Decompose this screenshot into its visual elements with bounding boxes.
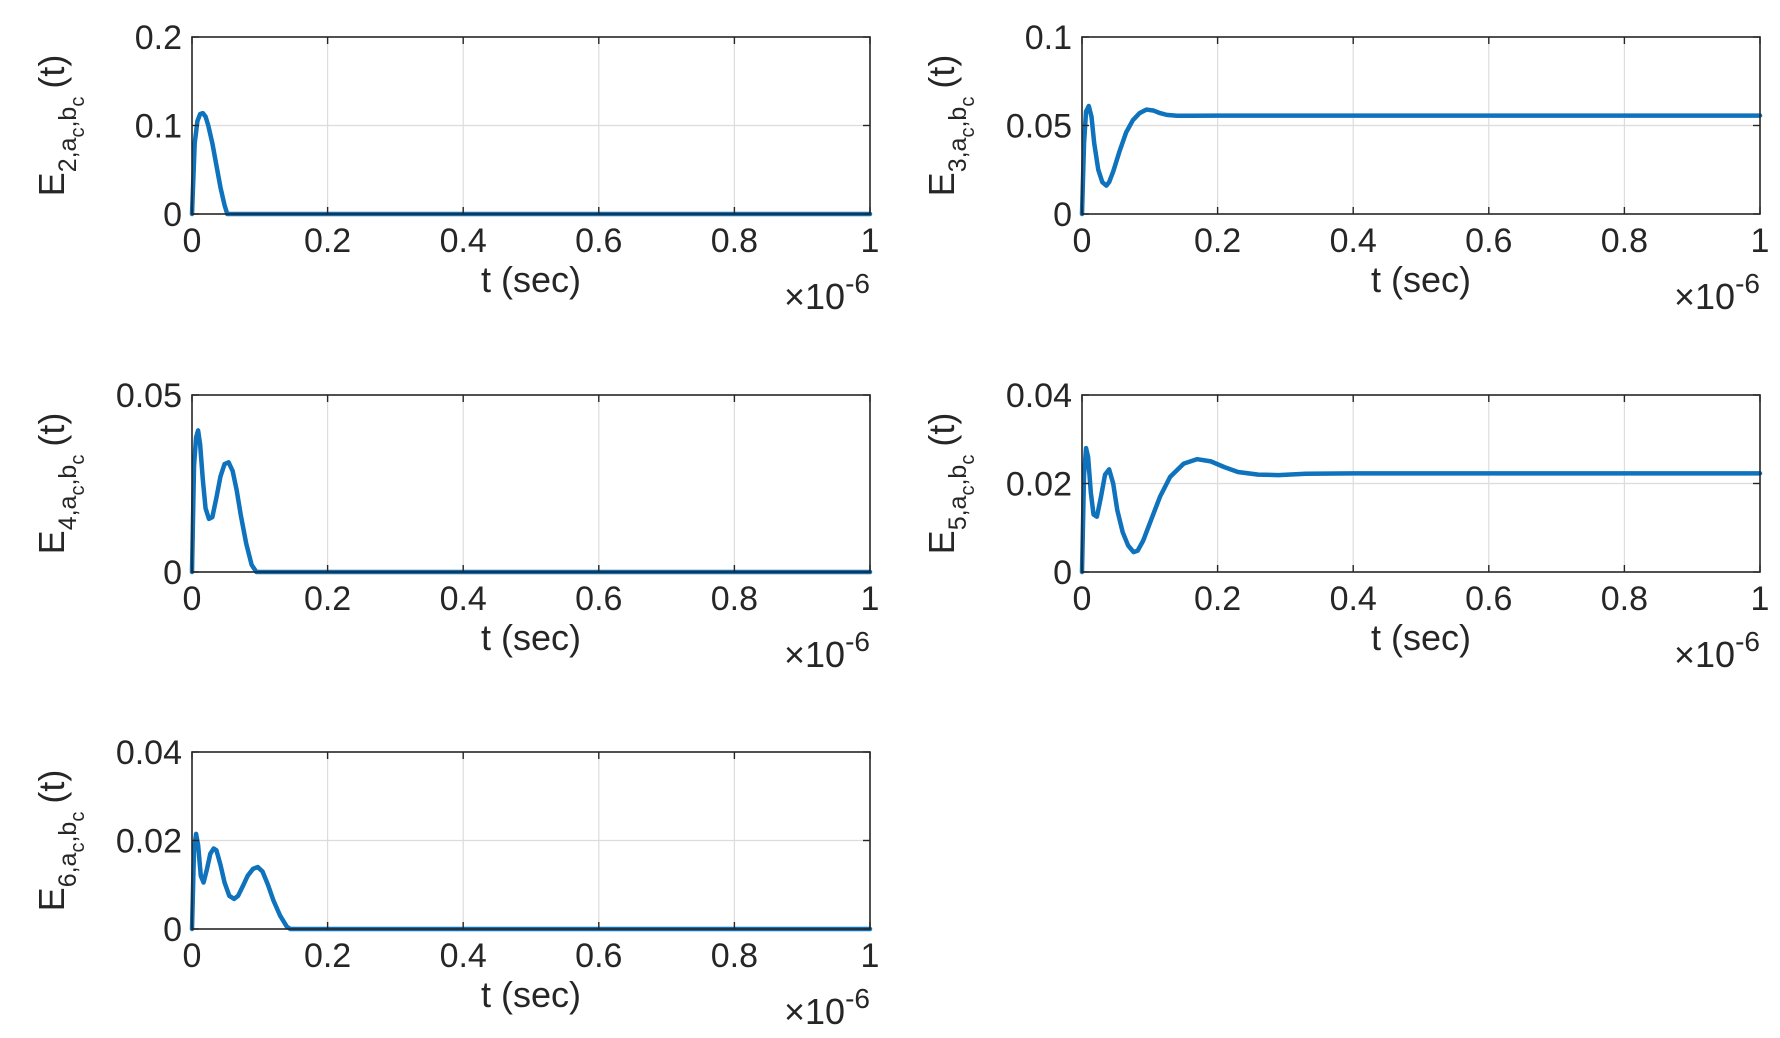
x-tick-label: 0.6 <box>1465 580 1512 618</box>
x-tick-label: 0.2 <box>1194 580 1241 618</box>
x-exponent-label: ×10-6 <box>1674 626 1760 675</box>
chart-panel-1: 0 0.2 0.4 0.6 0.8 1 0 0.1 0.2 t (sec) ×10-6 E2,ac,b… <box>31 19 879 317</box>
series-line-1 <box>189 831 873 932</box>
x-exponent-label: ×10-6 <box>784 268 870 317</box>
y-axis-label: E3,ac,bc(t) <box>921 55 979 197</box>
x-axis-label: t (sec) <box>481 259 581 300</box>
y-axis-label: E5,ac,bc(t) <box>921 413 979 555</box>
x-axis-label: t (sec) <box>481 617 581 658</box>
x-axis-label: t (sec) <box>1371 617 1471 658</box>
chart-panel-3: 0 0.2 0.4 0.6 0.8 1 0 0.05 t (sec) ×10-6 E4,ac,bc(… <box>31 377 879 675</box>
x-tick-label: 0.2 <box>1194 222 1241 260</box>
x-tick-label: 0.8 <box>711 580 758 618</box>
x-tick-label: 0.4 <box>440 937 487 975</box>
x-tick-label: 0.2 <box>304 222 351 260</box>
axes-frame <box>191 394 871 573</box>
x-tick-label: 0.4 <box>440 222 487 260</box>
y-tick-label: 0.1 <box>135 108 182 146</box>
x-tick-label: 0.6 <box>575 580 622 618</box>
y-tick-label: 0 <box>163 554 182 592</box>
x-tick-label: 0.8 <box>1601 580 1648 618</box>
x-tick-label: 1 <box>861 937 880 975</box>
chart-panel-4: 0 0.2 0.4 0.6 0.8 1 0 0.02 0.04 t (sec) ×10-6 E5,ac… <box>921 377 1769 675</box>
x-tick-label: 0.8 <box>711 937 758 975</box>
x-tick-label: 1 <box>1751 580 1770 618</box>
series-line-1 <box>189 110 873 217</box>
x-tick-label: 0.2 <box>304 937 351 975</box>
x-tick-label: 0 <box>183 937 202 975</box>
x-tick-label: 0 <box>1073 222 1092 260</box>
y-tick-label: 0.04 <box>116 734 182 772</box>
x-exponent-label: ×10-6 <box>784 626 870 675</box>
chart-panel-5: 0 0.2 0.4 0.6 0.8 1 0 0.02 0.04 t (sec) ×10-6 E6,ac… <box>31 734 879 1032</box>
x-axis-label: t (sec) <box>481 974 581 1015</box>
y-tick-label: 0.02 <box>1006 466 1072 504</box>
chart-panel-2: 0 0.2 0.4 0.6 0.8 1 0 0.05 0.1 t (sec) ×10-6 E3,ac,… <box>921 19 1769 317</box>
y-axis-label: E6,ac,bc(t) <box>31 770 89 912</box>
x-tick-label: 0.4 <box>1330 222 1377 260</box>
x-tick-label: 0.4 <box>440 580 487 618</box>
y-axis-label: E2,ac,bc(t) <box>31 55 89 197</box>
x-tick-label: 0.6 <box>575 222 622 260</box>
y-tick-label: 0.02 <box>116 823 182 861</box>
x-tick-label: 1 <box>861 580 880 618</box>
y-tick-label: 0.1 <box>1025 19 1072 57</box>
series-line-1 <box>1079 445 1763 575</box>
x-tick-label: 0.6 <box>575 937 622 975</box>
x-tick-label: 0.8 <box>1601 222 1648 260</box>
x-tick-label: 0 <box>183 580 202 618</box>
y-axis-label: E4,ac,bc(t) <box>31 413 89 555</box>
series-line-1 <box>189 428 873 575</box>
x-tick-label: 1 <box>1751 222 1770 260</box>
y-tick-label: 0 <box>163 196 182 234</box>
x-exponent-label: ×10-6 <box>1674 268 1760 317</box>
y-tick-label: 0.05 <box>116 377 182 415</box>
x-tick-label: 0.8 <box>711 222 758 260</box>
x-axis-label: t (sec) <box>1371 259 1471 300</box>
x-tick-label: 0.2 <box>304 580 351 618</box>
x-tick-label: 0 <box>1073 580 1092 618</box>
x-exponent-label: ×10-6 <box>784 983 870 1032</box>
y-tick-label: 0.2 <box>135 19 182 57</box>
x-tick-label: 0.6 <box>1465 222 1512 260</box>
y-tick-label: 0 <box>1053 196 1072 234</box>
series-line-1 <box>1079 103 1763 217</box>
x-tick-label: 0 <box>183 222 202 260</box>
y-tick-label: 0.04 <box>1006 377 1072 415</box>
y-tick-label: 0.05 <box>1006 108 1072 146</box>
x-tick-label: 1 <box>861 222 880 260</box>
y-tick-label: 0 <box>163 911 182 949</box>
y-tick-label: 0 <box>1053 554 1072 592</box>
x-tick-label: 0.4 <box>1330 580 1377 618</box>
